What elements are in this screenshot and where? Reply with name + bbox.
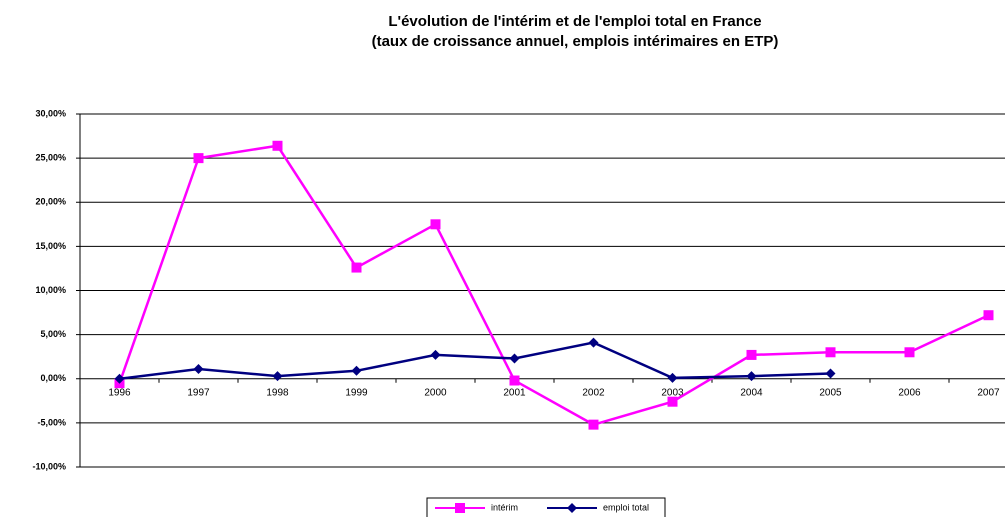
x-tick-label: 2000 (424, 387, 447, 398)
marker (588, 419, 599, 430)
marker (430, 219, 441, 230)
marker (509, 375, 520, 386)
y-tick-label: 5,00% (40, 329, 66, 339)
marker (825, 347, 836, 358)
y-tick-label: 30,00% (35, 108, 66, 118)
y-tick-label: -5,00% (37, 417, 66, 427)
line (118, 144, 990, 426)
x-tick-label: 1999 (345, 387, 368, 398)
line (119, 341, 831, 380)
y-tick-label: -10,00% (32, 461, 66, 471)
marker (567, 503, 577, 513)
y-tick-label: 25,00% (35, 153, 66, 163)
y-tick-label: 20,00% (35, 197, 66, 207)
marker (351, 262, 362, 273)
marker (667, 396, 678, 407)
legend-label: emploi total (603, 502, 649, 512)
chart-title: L'évolution de l'intérim et de l'emploi … (388, 13, 761, 30)
marker (983, 310, 994, 321)
marker (351, 365, 362, 376)
marker (509, 353, 520, 364)
marker (114, 373, 125, 384)
marker (904, 347, 915, 358)
x-tick-label: 2003 (661, 387, 684, 398)
marker (430, 349, 441, 360)
marker (193, 364, 204, 375)
legend-label: intérim (491, 502, 518, 512)
marker (193, 153, 204, 164)
marker (455, 503, 465, 513)
y-tick-label: 0,00% (40, 373, 66, 383)
marker (746, 371, 757, 382)
y-tick-label: 15,00% (35, 241, 66, 251)
x-tick-label: 1996 (108, 387, 131, 398)
x-tick-label: 1998 (266, 387, 289, 398)
y-tick-label: 10,00% (35, 285, 66, 295)
x-tick-label: 2007 (977, 387, 1000, 398)
marker (667, 372, 678, 383)
x-tick-label: 2004 (740, 387, 763, 398)
marker (825, 368, 836, 379)
x-tick-label: 2001 (503, 387, 526, 398)
x-tick-label: 2006 (898, 387, 921, 398)
marker (746, 349, 757, 360)
legend-box (426, 497, 666, 517)
marker (272, 140, 283, 151)
marker (588, 337, 599, 348)
x-tick-label: 2005 (819, 387, 842, 398)
marker (272, 371, 283, 382)
chart-subtitle: (taux de croissance annuel, emplois inté… (372, 33, 779, 50)
x-tick-label: 2002 (582, 387, 605, 398)
x-tick-label: 1997 (187, 387, 210, 398)
